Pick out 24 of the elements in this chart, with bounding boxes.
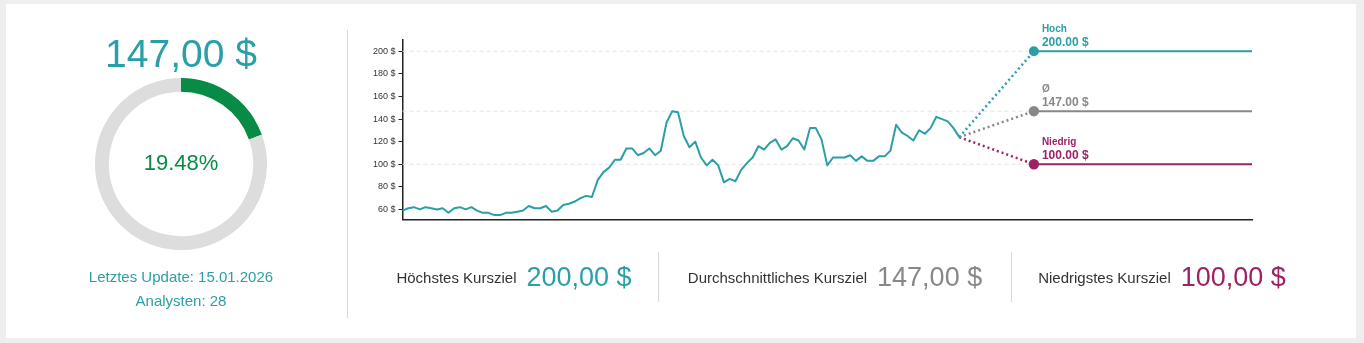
series-label: Niedrig bbox=[1041, 136, 1077, 148]
data-label: 147.00 $ bbox=[1041, 95, 1089, 110]
text: Analysten: 28 bbox=[134, 292, 228, 309]
series-label: Ø bbox=[1041, 83, 1050, 95]
y-tick-label: 100 $ bbox=[372, 158, 396, 169]
data-label: 19.48% bbox=[143, 150, 219, 176]
text: 200,00 $ bbox=[526, 261, 632, 293]
chart-title: 147,00 $ bbox=[104, 32, 258, 76]
y-tick-label: 200 $ bbox=[372, 45, 396, 56]
data-label: 200.00 $ bbox=[1041, 35, 1089, 50]
text: 100,00 $ bbox=[1180, 261, 1286, 293]
y-tick-label: 60 $ bbox=[377, 203, 396, 214]
text: 147,00 $ bbox=[877, 261, 983, 293]
text: Letztes Update: 15.01.2026 bbox=[87, 268, 275, 285]
text: Höchstes Kursziel bbox=[396, 268, 517, 286]
y-tick-label: 140 $ bbox=[372, 113, 396, 124]
series-label: Hoch bbox=[1041, 23, 1067, 35]
y-tick-label: 120 $ bbox=[372, 136, 396, 147]
text: Niedrigstes Kursziel bbox=[1038, 268, 1171, 286]
y-tick-label: 180 $ bbox=[372, 68, 396, 79]
data-label: 100.00 $ bbox=[1041, 148, 1089, 163]
text: Durchschnittliches Kursziel bbox=[687, 268, 868, 286]
y-tick-label: 80 $ bbox=[377, 181, 396, 192]
y-tick-label: 160 $ bbox=[372, 90, 396, 101]
